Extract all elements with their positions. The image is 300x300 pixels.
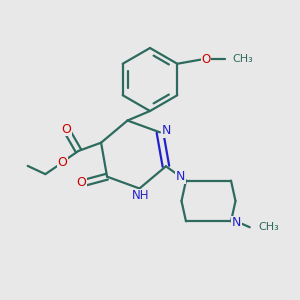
Text: N: N	[176, 170, 185, 184]
Text: O: O	[58, 156, 68, 169]
Text: O: O	[76, 176, 86, 189]
Text: O: O	[61, 123, 71, 136]
Text: N: N	[162, 124, 171, 137]
Text: N: N	[232, 216, 241, 230]
Text: O: O	[201, 53, 211, 66]
Text: CH₃: CH₃	[232, 54, 253, 64]
Text: NH: NH	[132, 190, 150, 202]
Text: CH₃: CH₃	[258, 222, 279, 232]
